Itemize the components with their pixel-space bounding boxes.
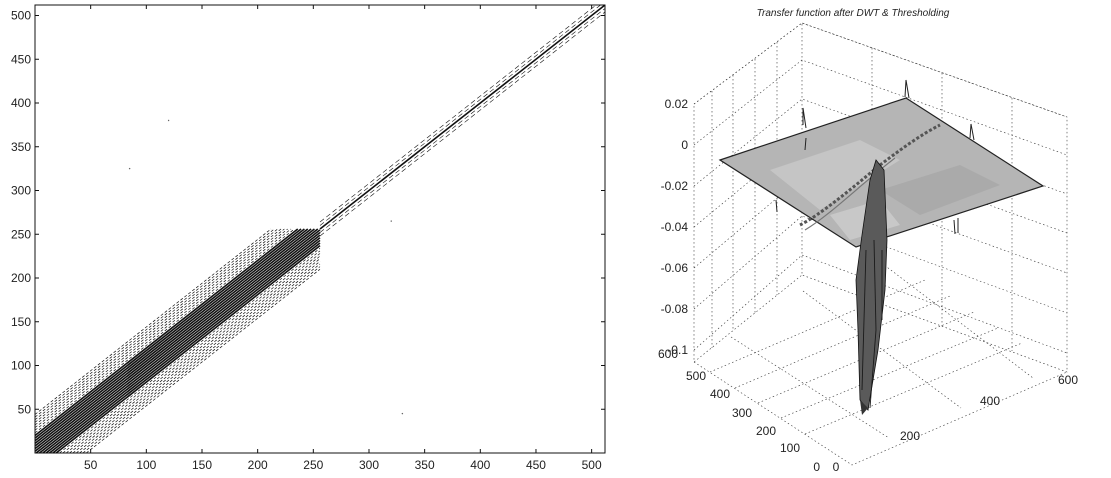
left-y-tick-label: 150 — [11, 315, 31, 329]
left-x-tick-label: 300 — [359, 458, 379, 472]
left-band-diagonal — [45, 237, 321, 454]
right-y-tick-label: 0 — [813, 460, 820, 474]
left-band-diagonal — [34, 228, 288, 428]
left-band-diagonal — [34, 228, 319, 452]
right-plot-title: Transfer function after DWT & Thresholdi… — [757, 8, 950, 19]
left-y-tick-label: 450 — [11, 52, 31, 66]
left-band-diagonal — [62, 250, 321, 454]
left-band-diagonal — [34, 228, 309, 445]
left-band-diagonal — [34, 228, 315, 450]
left-y-axis: 50 100 150 200 250 300 350 400 450 500 — [11, 9, 605, 416]
left-band-diagonal — [42, 234, 321, 454]
left-side-diagonal — [319, 8, 606, 233]
left-x-axis: 50 100 150 200 250 300 350 400 450 500 — [84, 5, 602, 472]
right-y-tick-label: 100 — [780, 441, 800, 455]
right-plot: Transfer function after DWT & Thresholdi… — [658, 8, 1078, 474]
left-y-tick-label: 500 — [11, 9, 31, 23]
left-band-diagonal — [34, 228, 292, 431]
left-band-diagonal — [34, 228, 302, 439]
left-band-diagonal — [34, 228, 272, 415]
left-y-tick-label: 100 — [11, 359, 31, 373]
left-band-diagonal — [85, 268, 321, 454]
right-z-tick-label: -0.02 — [661, 179, 689, 193]
back-right-wall — [801, 22, 1068, 373]
left-stray-point — [401, 412, 404, 415]
left-side-diagonal — [319, 4, 601, 226]
left-plot: 50 100 150 200 250 300 350 400 450 500 50 100 150 20… — [11, 4, 606, 472]
left-band-diagonal — [69, 255, 321, 454]
left-band-diagonal — [34, 228, 275, 418]
left-main-diagonal — [319, 4, 606, 230]
right-z-tick-label: 0 — [681, 138, 688, 152]
left-stray-point — [128, 167, 131, 170]
left-band-diagonal — [35, 229, 321, 454]
left-band-diagonal — [34, 228, 285, 426]
left-band-diagonal — [65, 253, 321, 454]
left-band-diagonal — [34, 228, 312, 447]
left-x-tick-label: 200 — [248, 458, 268, 472]
right-y-tick-label: 500 — [686, 369, 706, 383]
left-band-diagonal — [34, 228, 305, 442]
right-y-tick-label: 300 — [732, 406, 752, 420]
left-stray-point — [390, 220, 392, 222]
left-x-tick-label: 500 — [582, 458, 602, 472]
left-x-tick-label: 400 — [470, 458, 490, 472]
right-x-tick-label: 400 — [980, 394, 1000, 408]
left-side-diagonal — [319, 4, 597, 223]
right-x-tick-label: 600 — [1058, 373, 1078, 387]
left-band-diagonal — [82, 266, 321, 454]
right-z-tick-label: -0.08 — [661, 302, 689, 316]
left-band-diagonal — [52, 242, 321, 454]
left-y-tick-label: 350 — [11, 140, 31, 154]
left-x-tick-label: 50 — [84, 458, 98, 472]
left-band-diagonal — [75, 261, 321, 454]
left-plot-diagonals — [34, 4, 606, 454]
surface — [718, 79, 1045, 415]
right-z-tick-label: -0.04 — [661, 220, 689, 234]
surface-spike — [855, 159, 888, 411]
left-y-tick-label: 300 — [11, 184, 31, 198]
left-band-diagonal — [72, 258, 321, 454]
right-z-tick-label: -0.1 — [667, 343, 688, 357]
left-band-diagonal — [55, 244, 321, 454]
left-y-tick-label: 200 — [11, 271, 31, 285]
left-band-diagonal — [79, 263, 321, 454]
right-y-tick-label: 200 — [756, 424, 776, 438]
left-stray-point — [167, 119, 170, 122]
left-y-tick-label: 250 — [11, 227, 31, 241]
right-x-tick-label: 200 — [900, 429, 920, 443]
left-band-diagonal — [48, 239, 321, 454]
left-band-diagonal — [38, 231, 321, 454]
floor — [693, 361, 1068, 466]
left-band-diagonal — [34, 228, 299, 437]
right-y-tick-label: 400 — [710, 387, 730, 401]
left-x-tick-label: 100 — [136, 458, 156, 472]
right-x-axis: 0 200 400 600 — [833, 373, 1079, 474]
right-z-axis: 0.02 0 -0.02 -0.04 -0.06 -0.08 -0.1 — [661, 97, 689, 357]
left-side-diagonal — [319, 11, 606, 237]
left-x-tick-label: 250 — [303, 458, 323, 472]
right-y-tick-label: 600 — [658, 347, 678, 361]
left-band-diagonal — [59, 247, 321, 454]
left-x-tick-label: 450 — [526, 458, 546, 472]
left-band-diagonal — [34, 228, 282, 423]
left-x-tick-label: 150 — [192, 458, 212, 472]
right-z-tick-label: 0.02 — [665, 97, 689, 111]
left-band-diagonal — [34, 228, 278, 421]
left-y-tick-label: 400 — [11, 96, 31, 110]
right-z-tick-label: -0.06 — [661, 261, 689, 275]
right-x-tick-label: 0 — [833, 460, 840, 474]
left-y-tick-label: 50 — [18, 402, 32, 416]
left-x-tick-label: 350 — [415, 458, 435, 472]
